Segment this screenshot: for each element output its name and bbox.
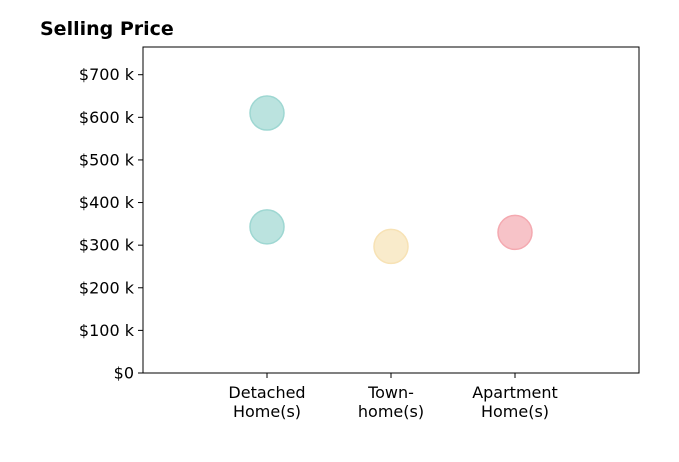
y-axis: $0 $100 k $200 k $300 k $400 k $500 k $600 k $7…: [79, 65, 143, 383]
y-tick-label: $700 k: [79, 65, 135, 84]
x-tick-label: Town-home(s): [358, 383, 424, 421]
y-tick-label: $600 k: [79, 108, 135, 127]
plot-area: [142, 46, 640, 374]
chart-title: Selling Price: [40, 18, 174, 40]
data-point: [249, 209, 285, 245]
x-tick-label-line: Home(s): [233, 402, 301, 421]
y-tick-label: $200 k: [79, 278, 135, 297]
x-tick-label-line: Apartment: [472, 383, 558, 402]
data-point: [373, 228, 409, 265]
x-tick-label-line: Detached: [228, 383, 305, 402]
x-tick-label: Apartment Home(s): [472, 383, 558, 421]
data-point: [249, 95, 285, 131]
data-point: [497, 214, 533, 251]
y-tick-label: $400 k: [79, 193, 135, 212]
data-points: [249, 95, 533, 265]
x-tick-label-line: Town-: [367, 383, 414, 402]
x-tick-label-line: Home(s): [481, 402, 549, 421]
y-tick-label: $100 k: [79, 321, 135, 340]
y-tick-label: $0: [114, 364, 134, 383]
y-tick-label: $500 k: [79, 150, 135, 169]
x-tick-label: Detached Home(s): [228, 383, 305, 421]
x-axis: Detached Home(s)Town-home(s)Apartment Home…: [228, 373, 558, 421]
y-tick-label: $300 k: [79, 236, 135, 255]
x-tick-label-line: home(s): [358, 402, 424, 421]
